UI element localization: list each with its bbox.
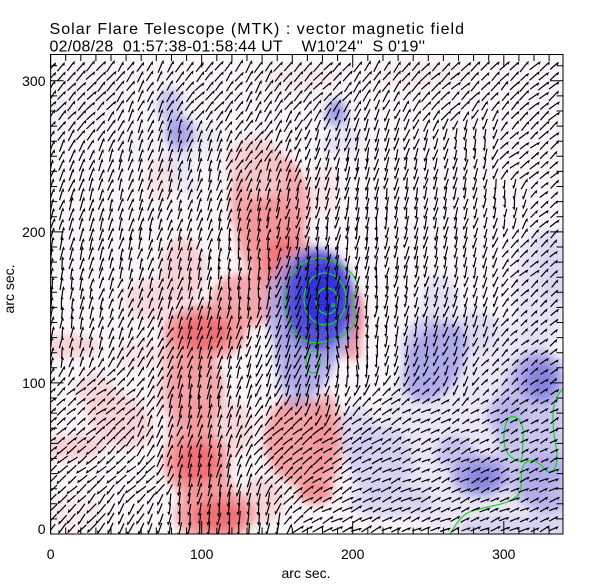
svg-text:200: 200 <box>22 224 46 240</box>
svg-text:0: 0 <box>47 546 55 562</box>
svg-text:0: 0 <box>38 521 46 537</box>
svg-text:300: 300 <box>22 73 46 89</box>
svg-text:02/08/28 01:57:38-01:58:44 UT: 02/08/28 01:57:38-01:58:44 UT W10'24'' S… <box>50 39 426 56</box>
svg-text:100: 100 <box>190 546 214 562</box>
svg-text:100: 100 <box>22 375 46 391</box>
svg-text:arc sec.: arc sec. <box>281 565 330 581</box>
svg-text:300: 300 <box>492 546 516 562</box>
svg-text:Solar Flare Telescope (MTK) :: Solar Flare Telescope (MTK) : vector mag… <box>50 21 465 38</box>
svg-text:200: 200 <box>341 546 365 562</box>
svg-text:arc sec.: arc sec. <box>1 264 17 313</box>
